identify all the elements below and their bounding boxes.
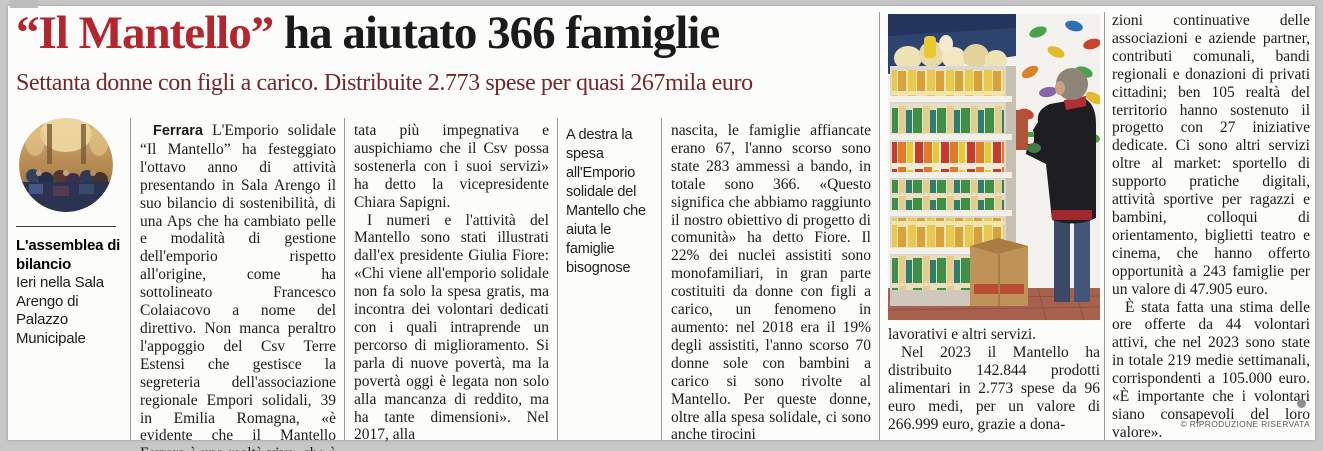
copyright-notice: © RIPRODUZIONE RISERVATA <box>1180 419 1310 429</box>
paragraph: È stata fatta una stima delle ore offert… <box>1112 298 1310 441</box>
body-column-5: zioni continuative delle associazioni e … <box>1112 12 1310 441</box>
headline-accent: “Il Mantello” <box>16 7 274 59</box>
body-column-2: tata più impegnativa e auspichiamo che i… <box>354 122 549 444</box>
paragraph: lavorativi e altri servizi. <box>888 326 1037 343</box>
paragraph: Nel 2023 il Mantello ha distribuito 142.… <box>888 343 1100 433</box>
sidebar-caption: L'assemblea di bilancio Ieri nella Sala … <box>16 237 122 348</box>
shopper-person <box>1018 68 1096 302</box>
paragraph: zioni continuative delle associazioni e … <box>1112 12 1310 298</box>
subhead: Settanta donne con figli a carico. Distr… <box>16 70 753 96</box>
column-rule-5 <box>879 12 880 440</box>
paragraph: nascita, le famiglie affiancate erano 67… <box>671 122 871 444</box>
cardboard-box <box>970 238 1028 306</box>
paragraph: Ferrara L'Emporio solidale “Il Mantello”… <box>140 122 336 451</box>
sidebar-caption-title: L'assemblea di bilancio <box>16 237 121 273</box>
paragraph-text: L'Emporio solidale “Il Mantello” ha fest… <box>140 122 337 451</box>
article-page: “Il Mantello” ha aiutato 366 famiglie Se… <box>8 0 1315 451</box>
sidebar-photo-block: L'assemblea di bilancio Ieri nella Sala … <box>16 118 122 348</box>
emporium-photo <box>888 14 1100 320</box>
body-column-3: nascita, le famiglie affiancate erano 67… <box>671 122 871 444</box>
body-column-4: lavorativi e altri servizi. Nel 2023 il … <box>888 326 1100 433</box>
headline: “Il Mantello” ha aiutato 366 famiglie <box>16 8 884 59</box>
pasta-bags <box>894 35 1007 70</box>
assembly-photo <box>19 118 113 212</box>
dateline: Ferrara <box>153 123 203 139</box>
scan-notch <box>10 0 38 8</box>
column-rule-3 <box>557 118 558 440</box>
column-rule-2 <box>344 118 345 440</box>
headline-rest: ha aiutato 366 famiglie <box>273 7 720 59</box>
column-rule-6 <box>1104 12 1105 440</box>
paragraph: tata più impegnativa e auspichiamo che i… <box>354 122 549 211</box>
body-column-1: Ferrara L'Emporio solidale “Il Mantello”… <box>140 122 336 451</box>
sidebar-divider <box>16 226 116 227</box>
end-mark-dot <box>1297 399 1306 408</box>
sidebar-caption-body: Ieri nella Sala Arengo di Palazzo Munici… <box>16 274 104 347</box>
column-rule-1 <box>130 118 131 440</box>
column-rule-4 <box>661 118 662 440</box>
paragraph: I numeri e l'attività del Mantello sono … <box>354 211 549 444</box>
photo-caption: A destra la spesa all'Emporio solidale d… <box>566 127 646 276</box>
